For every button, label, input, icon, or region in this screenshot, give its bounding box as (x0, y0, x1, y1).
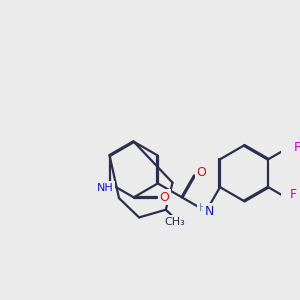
Text: CH₃: CH₃ (164, 217, 185, 227)
Text: F: F (290, 188, 296, 201)
Text: F: F (293, 141, 300, 154)
Text: N: N (205, 205, 214, 218)
Text: NH: NH (97, 183, 114, 193)
Text: O: O (159, 191, 169, 204)
Text: H: H (199, 203, 207, 214)
Text: O: O (196, 167, 206, 179)
